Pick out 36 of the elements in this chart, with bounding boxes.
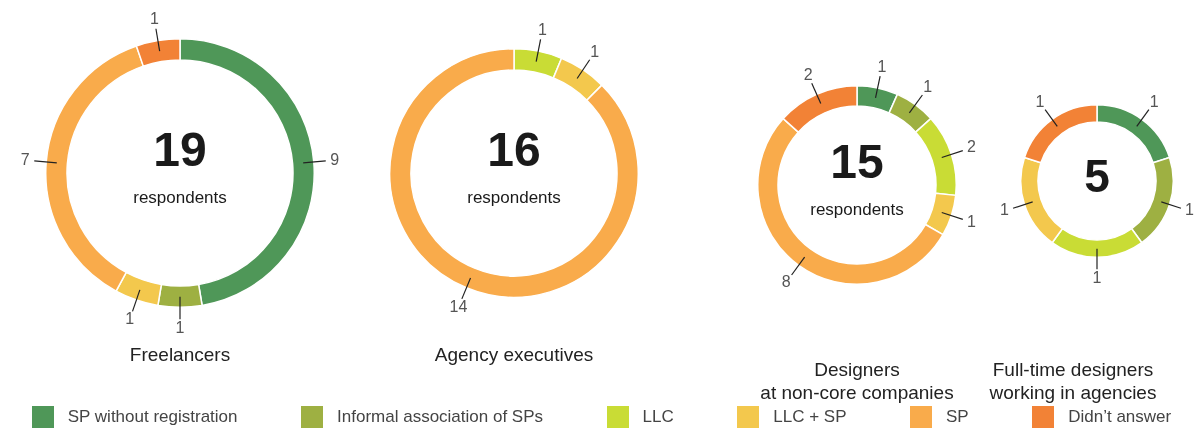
- legend-label: Informal association of SPs: [337, 407, 544, 427]
- data-label: 8: [781, 272, 791, 290]
- legend-label: LLC: [642, 407, 674, 427]
- text: respondents: [467, 187, 561, 207]
- legend-label: Didn’t answer: [1068, 407, 1172, 427]
- data-label: 1: [1000, 201, 1010, 219]
- data-label: 7: [20, 150, 30, 168]
- data-label: 1: [125, 310, 135, 328]
- text: 15: [830, 135, 884, 189]
- data-label: 1: [1035, 92, 1045, 110]
- text: 19: [153, 123, 207, 177]
- text: respondents: [133, 187, 227, 207]
- data-label: 1: [590, 42, 600, 60]
- text: Agency executives: [433, 343, 595, 366]
- text: 16: [487, 123, 541, 177]
- data-label: 1: [1185, 201, 1195, 219]
- data-label: 1: [149, 10, 159, 28]
- text: Designers at non-core companies: [759, 358, 955, 404]
- data-label: 1: [877, 57, 887, 75]
- text: Freelancers: [128, 343, 232, 366]
- legend-label: SP: [946, 407, 969, 427]
- legend-label: SP without registration: [67, 407, 238, 427]
- data-label: 1: [537, 20, 547, 38]
- data-label: 1: [923, 78, 933, 96]
- data-label: 1: [1149, 92, 1159, 110]
- legend-label: LLC + SP: [773, 407, 847, 427]
- data-label: 2: [966, 138, 976, 156]
- data-label: 1: [966, 212, 976, 230]
- text: Full-time designers working in agencies: [989, 359, 1157, 403]
- data-label: 2: [803, 65, 813, 83]
- text: 5: [1084, 149, 1110, 202]
- data-label: 14: [449, 297, 468, 315]
- data-label: 1: [175, 318, 185, 336]
- text: respondents: [810, 199, 904, 219]
- data-label: 1: [1092, 268, 1102, 286]
- data-label: 9: [330, 150, 340, 168]
